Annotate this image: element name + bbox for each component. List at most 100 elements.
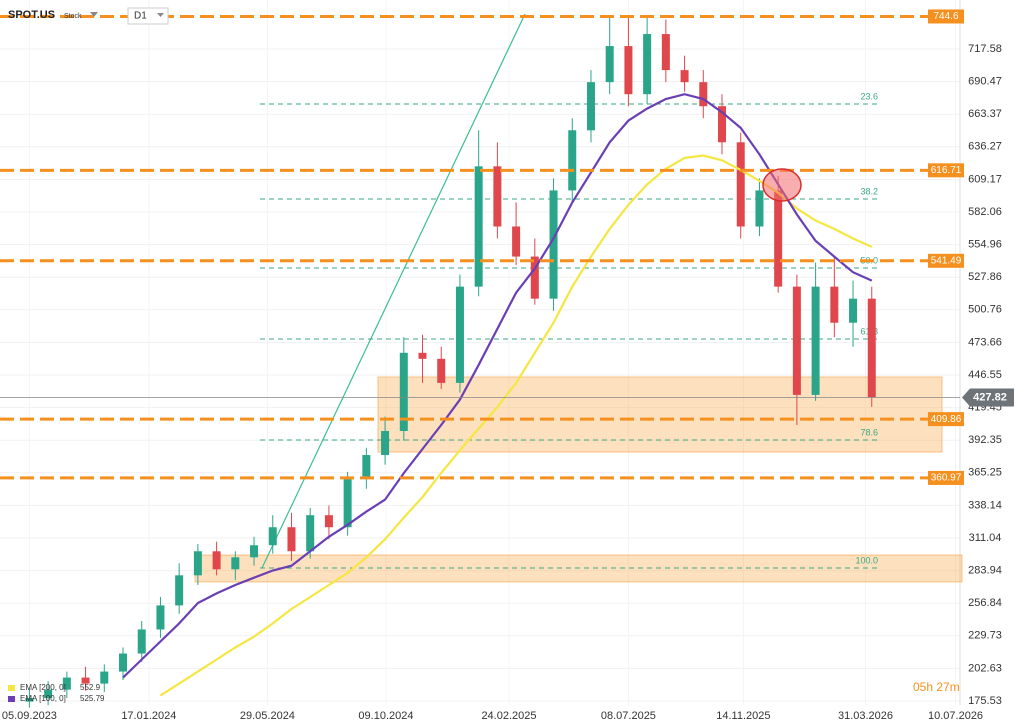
candle-body [193,551,202,576]
candle-body [268,527,277,546]
candle-body [250,545,259,558]
y-tick-label: 338.14 [968,499,1002,511]
level-label: 409.86 [931,414,962,425]
candle-body [530,256,539,299]
candle-body [811,286,820,395]
candle-body [549,190,558,299]
x-tick-label: 29.05.2024 [240,710,295,722]
y-tick-label: 392.35 [968,434,1002,446]
candle-body [736,142,745,227]
y-tick-label: 256.84 [968,597,1002,609]
y-tick-label: 473.66 [968,336,1002,348]
candle-body [306,515,315,552]
x-tick-label: 24.02.2025 [481,710,536,722]
candle-body [399,352,408,431]
fib-label: 100.0 [855,555,878,565]
candle-body [755,190,764,227]
y-tick-label: 365.25 [968,467,1002,479]
timer: 05h 27m [913,680,960,694]
candle-body [119,653,128,672]
zone [377,376,943,453]
interval[interactable]: D1 [134,11,147,22]
x-tick-label: 31.03.2026 [838,710,893,722]
candle-body [437,358,446,383]
candle-body [156,605,165,630]
y-tick-label: 690.47 [968,75,1002,87]
fib-label: 38.2 [860,186,878,196]
y-tick-label: 717.58 [968,43,1002,55]
current-price-tag [962,388,1014,407]
legend-name: EMA [200, 0] [20,683,66,692]
interval-select[interactable] [127,7,169,25]
candle-body [718,106,727,143]
fib-label: 23.6 [860,91,878,101]
candle-body [231,557,240,570]
candle-body [586,82,595,131]
candle-body [212,551,221,570]
candle-body [643,34,652,95]
y-tick-label: 283.94 [968,564,1002,576]
candle-body [661,34,670,71]
candle-body [849,298,858,323]
y-tick-label: 636.27 [968,141,1002,153]
legend-swatch [8,696,15,702]
candle-body [362,455,371,480]
candle-body [175,575,184,606]
y-tick-label: 175.53 [968,695,1002,707]
y-tick-label: 446.55 [968,369,1002,381]
x-tick-label: 17.01.2024 [121,710,176,722]
level-label: 744.6 [933,11,958,22]
candle-body [493,166,502,227]
candle-body [343,479,352,528]
level-tag [928,470,964,485]
candle-body [137,629,146,654]
x-tick-label: 14.11.2025 [716,710,770,722]
candle-body [699,82,708,107]
ema-line [159,154,873,697]
level-label: 360.97 [931,473,962,484]
level-tag [928,9,964,24]
level-tag [928,253,964,268]
highlight-circle [762,168,802,202]
level-tag [928,163,964,178]
plot-area: 23.638.250.061.878.6100.0744.6616.71541.… [0,0,964,708]
candle-body [605,46,614,83]
y-tick-label: 609.17 [968,173,1002,185]
level-label: 616.71 [931,165,962,176]
x-tick-label: 10.07.2026 [928,710,983,722]
level-label: 541.49 [931,255,962,266]
level-tag [928,412,964,427]
x-tick-label: 09.10.2024 [358,710,413,722]
x-tick-label: 05.09.2023 [2,710,57,722]
candle-body [680,70,689,83]
candle-body [25,698,34,702]
y-tick-label: 554.96 [968,238,1002,250]
y-tick-label: 311.04 [969,532,1002,544]
candle-body [381,430,390,456]
candle-body [774,190,783,287]
candle-body [867,298,876,398]
y-tick-label: 527.86 [968,271,1002,283]
symbol[interactable]: SPOT.US [8,9,55,21]
candle-body [287,527,296,552]
candle-body [455,286,464,383]
trend-line [261,13,526,569]
y-tick-label: 663.37 [968,108,1002,120]
candle-body [792,286,801,395]
candle-body [568,130,577,191]
y-tick-label: 229.73 [968,630,1002,642]
fib-label: 78.6 [860,427,878,437]
legend-name: EMA [100, 0] [20,694,66,703]
current-price-label: 427.82 [973,391,1007,403]
x-tick-label: 08.07.2025 [601,710,656,722]
candle-body [830,286,839,323]
candle-body [512,226,521,257]
y-tick-label: 582.06 [968,206,1002,218]
y-tick-label: 202.63 [968,662,1002,674]
candle-body [44,689,53,699]
candle-body [81,677,90,684]
symbol-dropdown[interactable] [90,12,98,17]
candle-body [100,671,109,684]
